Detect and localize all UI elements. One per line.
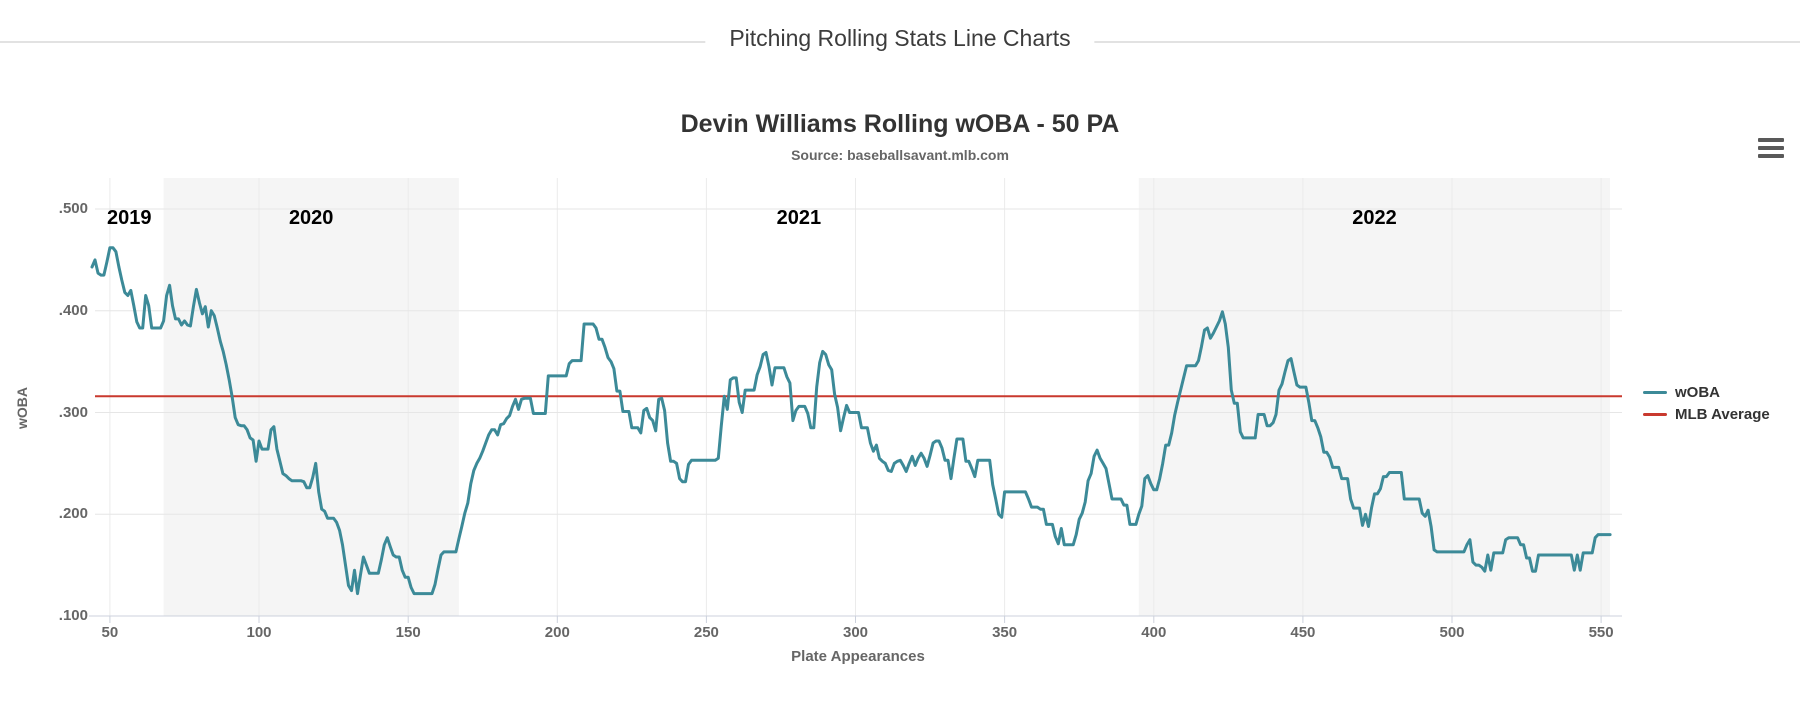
year-label-2021: 2021 bbox=[776, 207, 822, 229]
y-tick-label: .100 bbox=[58, 607, 88, 624]
year-label-2019: 2019 bbox=[107, 207, 152, 229]
legend-item-woba[interactable]: wOBA bbox=[1643, 384, 1770, 401]
y-axis-title: wOBA bbox=[14, 387, 30, 429]
year-label-2020: 2020 bbox=[288, 207, 334, 229]
chart-title: Devin Williams Rolling wOBA - 50 PA bbox=[680, 110, 1120, 138]
x-axis-title: Plate Appearances bbox=[791, 648, 925, 665]
chart-subtitle: Source: baseballsavant.mlb.com bbox=[791, 147, 1009, 163]
x-tick-label: 400 bbox=[1141, 624, 1167, 641]
x-tick-label: 200 bbox=[544, 624, 570, 641]
x-tick-label: 100 bbox=[246, 624, 272, 641]
x-tick-label: 300 bbox=[842, 624, 869, 641]
x-tick-label: 350 bbox=[992, 624, 1018, 641]
x-tick-label: 550 bbox=[1588, 624, 1614, 641]
x-tick-label: 500 bbox=[1439, 624, 1465, 641]
x-tick-label: 250 bbox=[693, 624, 719, 641]
x-tick-label: 50 bbox=[101, 624, 119, 641]
y-tick-label: .400 bbox=[58, 301, 88, 319]
woba-line-swatch-icon bbox=[1643, 391, 1667, 394]
x-tick-label: 150 bbox=[395, 624, 421, 641]
y-tick-label: .200 bbox=[58, 505, 88, 523]
y-tick-label: .300 bbox=[58, 403, 88, 421]
hamburger-bar bbox=[1758, 154, 1784, 158]
legend-label-mlb-average: MLB Average bbox=[1675, 406, 1770, 423]
year-label-2022: 2022 bbox=[1352, 207, 1397, 229]
page-title: Pitching Rolling Stats Line Charts bbox=[705, 25, 1095, 52]
hamburger-bar bbox=[1758, 138, 1784, 142]
hamburger-menu-icon[interactable] bbox=[1748, 128, 1794, 168]
mlb-average-line-swatch-icon bbox=[1643, 413, 1667, 416]
legend-label-woba: wOBA bbox=[1675, 384, 1720, 401]
chart-legend: wOBA MLB Average bbox=[1643, 384, 1770, 423]
legend-item-mlb-average[interactable]: MLB Average bbox=[1643, 406, 1770, 423]
y-tick-label: .500 bbox=[58, 200, 88, 217]
hamburger-bar bbox=[1758, 146, 1784, 150]
x-tick-label: 450 bbox=[1290, 624, 1316, 641]
